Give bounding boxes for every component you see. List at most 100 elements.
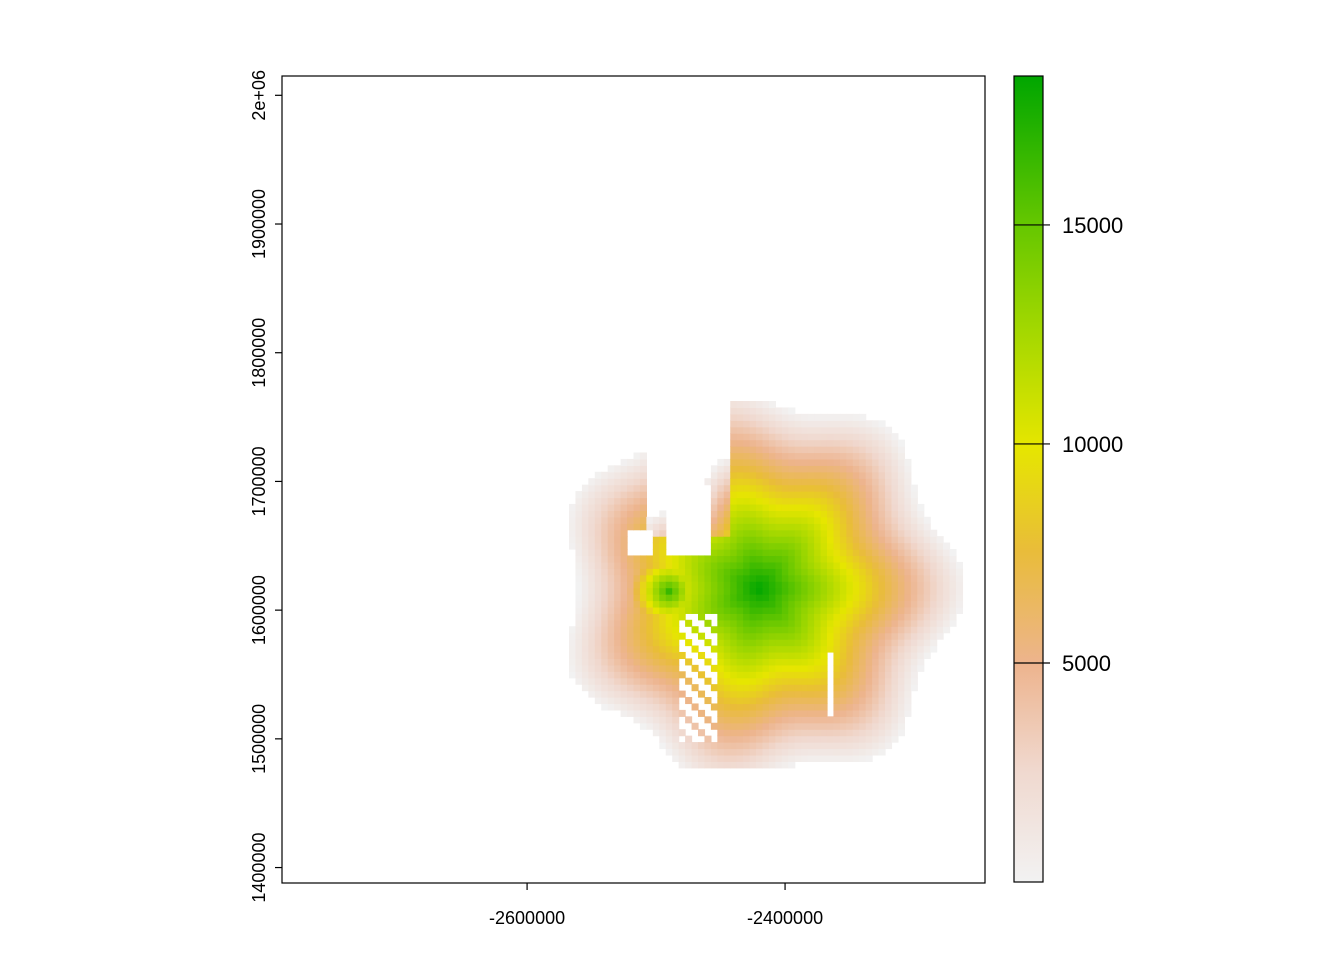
raster-cell bbox=[788, 542, 796, 550]
raster-cell bbox=[736, 587, 744, 595]
raster-cell bbox=[839, 748, 847, 756]
raster-cell bbox=[852, 413, 860, 421]
raster-cell bbox=[794, 748, 802, 756]
raster-cell bbox=[768, 754, 776, 762]
raster-cell bbox=[730, 478, 738, 486]
raster-cell bbox=[569, 542, 577, 550]
raster-cell bbox=[659, 690, 667, 698]
raster-cell bbox=[833, 742, 841, 750]
raster-cell bbox=[865, 420, 873, 428]
raster-cell bbox=[762, 529, 770, 537]
raster-cell bbox=[781, 407, 789, 415]
raster-cell bbox=[788, 748, 796, 756]
raster-cell bbox=[743, 735, 751, 743]
raster-cell bbox=[904, 529, 912, 537]
raster-cell bbox=[852, 484, 860, 492]
raster-cell bbox=[807, 568, 815, 576]
raster-cell bbox=[607, 497, 615, 505]
raster-cell bbox=[730, 709, 738, 717]
raster-cell bbox=[717, 645, 725, 653]
raster-cell bbox=[949, 581, 957, 589]
raster-cell bbox=[814, 606, 822, 614]
raster-cell bbox=[781, 742, 789, 750]
raster-cell bbox=[891, 446, 899, 454]
raster-cell bbox=[614, 561, 622, 569]
raster-cell bbox=[910, 549, 918, 557]
raster-cell bbox=[762, 407, 770, 415]
raster-cell bbox=[865, 484, 873, 492]
raster-cell bbox=[614, 600, 622, 608]
raster-cell bbox=[781, 581, 789, 589]
raster-cell bbox=[594, 684, 602, 692]
raster-cell bbox=[614, 671, 622, 679]
raster-cell bbox=[891, 677, 899, 685]
raster-cell bbox=[846, 748, 854, 756]
raster-cell bbox=[865, 748, 873, 756]
raster-cell bbox=[820, 549, 828, 557]
raster-cell bbox=[885, 619, 893, 627]
raster-cell bbox=[775, 684, 783, 692]
raster-cell bbox=[885, 709, 893, 717]
raster-cell bbox=[923, 574, 931, 582]
raster-cell bbox=[730, 587, 738, 595]
raster-cell bbox=[788, 529, 796, 537]
raster-cell bbox=[768, 465, 776, 473]
raster-cell bbox=[846, 549, 854, 557]
raster-cell bbox=[814, 600, 822, 608]
raster-cell bbox=[685, 742, 693, 750]
raster-cell bbox=[788, 735, 796, 743]
raster-cell bbox=[852, 523, 860, 531]
raster-cell bbox=[756, 529, 764, 537]
raster-cell bbox=[601, 581, 609, 589]
raster-cell bbox=[627, 574, 635, 582]
raster-cell bbox=[620, 697, 628, 705]
raster-cell bbox=[878, 458, 886, 466]
raster-cell bbox=[762, 735, 770, 743]
raster-cell bbox=[846, 503, 854, 511]
raster-cell bbox=[897, 697, 905, 705]
raster-cell bbox=[652, 549, 660, 557]
raster-cell bbox=[768, 671, 776, 679]
raster-cell bbox=[768, 549, 776, 557]
raster-cell bbox=[891, 684, 899, 692]
raster-cell bbox=[923, 632, 931, 640]
raster-cell bbox=[910, 568, 918, 576]
raster-cell bbox=[820, 523, 828, 531]
raster-cell bbox=[691, 703, 699, 711]
raster-cell bbox=[826, 574, 835, 582]
raster-cell bbox=[839, 555, 847, 563]
raster-cell bbox=[723, 549, 731, 557]
raster-cell bbox=[814, 452, 822, 460]
raster-cell bbox=[672, 735, 680, 743]
raster-cell bbox=[865, 703, 873, 711]
raster-cell bbox=[743, 645, 751, 653]
raster-cell bbox=[594, 529, 602, 537]
raster-cell bbox=[904, 510, 912, 518]
raster-cell bbox=[839, 619, 847, 627]
raster-cell bbox=[788, 632, 796, 640]
raster-cell bbox=[756, 632, 764, 640]
raster-cell bbox=[839, 684, 847, 692]
raster-cell bbox=[678, 606, 686, 614]
raster-cell bbox=[730, 632, 738, 640]
raster-cell bbox=[601, 664, 609, 672]
raster-cell bbox=[936, 613, 944, 621]
raster-cell bbox=[665, 709, 673, 717]
raster-cell bbox=[872, 555, 880, 563]
raster-cell bbox=[814, 433, 822, 441]
raster-cell bbox=[807, 484, 815, 492]
raster-cell bbox=[704, 568, 712, 576]
raster-cell bbox=[691, 568, 699, 576]
raster-cell bbox=[910, 574, 918, 582]
raster-cell bbox=[646, 690, 654, 698]
raster-cell bbox=[749, 742, 757, 750]
raster-cell bbox=[710, 503, 718, 511]
raster-cell bbox=[833, 555, 841, 563]
raster-cell bbox=[717, 549, 725, 557]
raster-cell bbox=[820, 703, 828, 711]
raster-cell bbox=[872, 671, 880, 679]
raster-cell bbox=[930, 587, 938, 595]
raster-cell bbox=[897, 632, 905, 640]
raster-cell bbox=[807, 754, 815, 762]
